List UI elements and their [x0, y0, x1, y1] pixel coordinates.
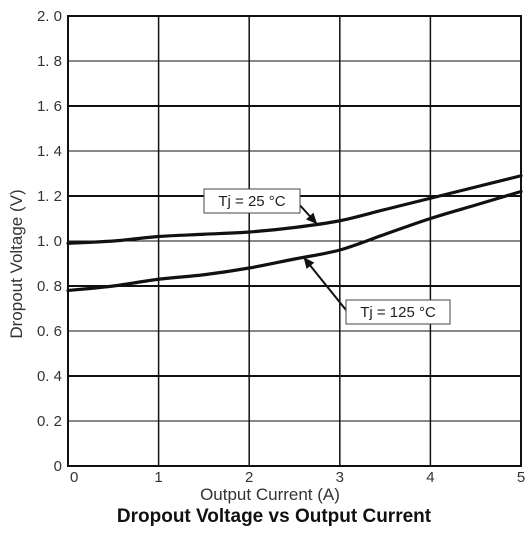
y-tick-label: 0 [54, 458, 62, 475]
x-tick-label: 2 [245, 469, 253, 486]
y-tick-label: 0. 2 [37, 413, 62, 430]
y-tick-label: 1. 8 [37, 53, 62, 70]
y-tick-label: 2. 0 [37, 8, 62, 25]
chart-title: Dropout Voltage vs Output Current [117, 506, 432, 527]
x-axis-label: Output Current (A) [200, 485, 340, 504]
tick-labels: 0 0. 2 0. 4 0. 6 0. 8 1. 0 1. 2 1. 4 1. 6 1. 8 2. … [37, 8, 525, 486]
grid [68, 16, 521, 466]
y-tick-label: 0. 6 [37, 323, 62, 340]
y-tick-label: 1. 2 [37, 188, 62, 205]
y-tick-label: 1. 0 [37, 233, 62, 250]
y-axis-label: Dropout Voltage (V) [7, 189, 26, 338]
y-tick-label: 1. 6 [37, 98, 62, 115]
annotation-label: Tj = 125 °C [360, 304, 436, 321]
x-tick-label: 3 [336, 469, 344, 486]
x-tick-label: 4 [426, 469, 434, 486]
x-tick-label: 5 [517, 469, 525, 486]
x-tick-label: 0 [70, 469, 78, 486]
y-tick-label: 1. 4 [37, 143, 62, 160]
x-tick-label: 1 [154, 469, 162, 486]
annotation-label: Tj = 25 °C [218, 193, 285, 210]
y-tick-label: 0. 8 [37, 278, 62, 295]
annotations: Tj = 25 °C Tj = 125 °C [204, 189, 450, 324]
y-tick-label: 0. 4 [37, 368, 62, 385]
